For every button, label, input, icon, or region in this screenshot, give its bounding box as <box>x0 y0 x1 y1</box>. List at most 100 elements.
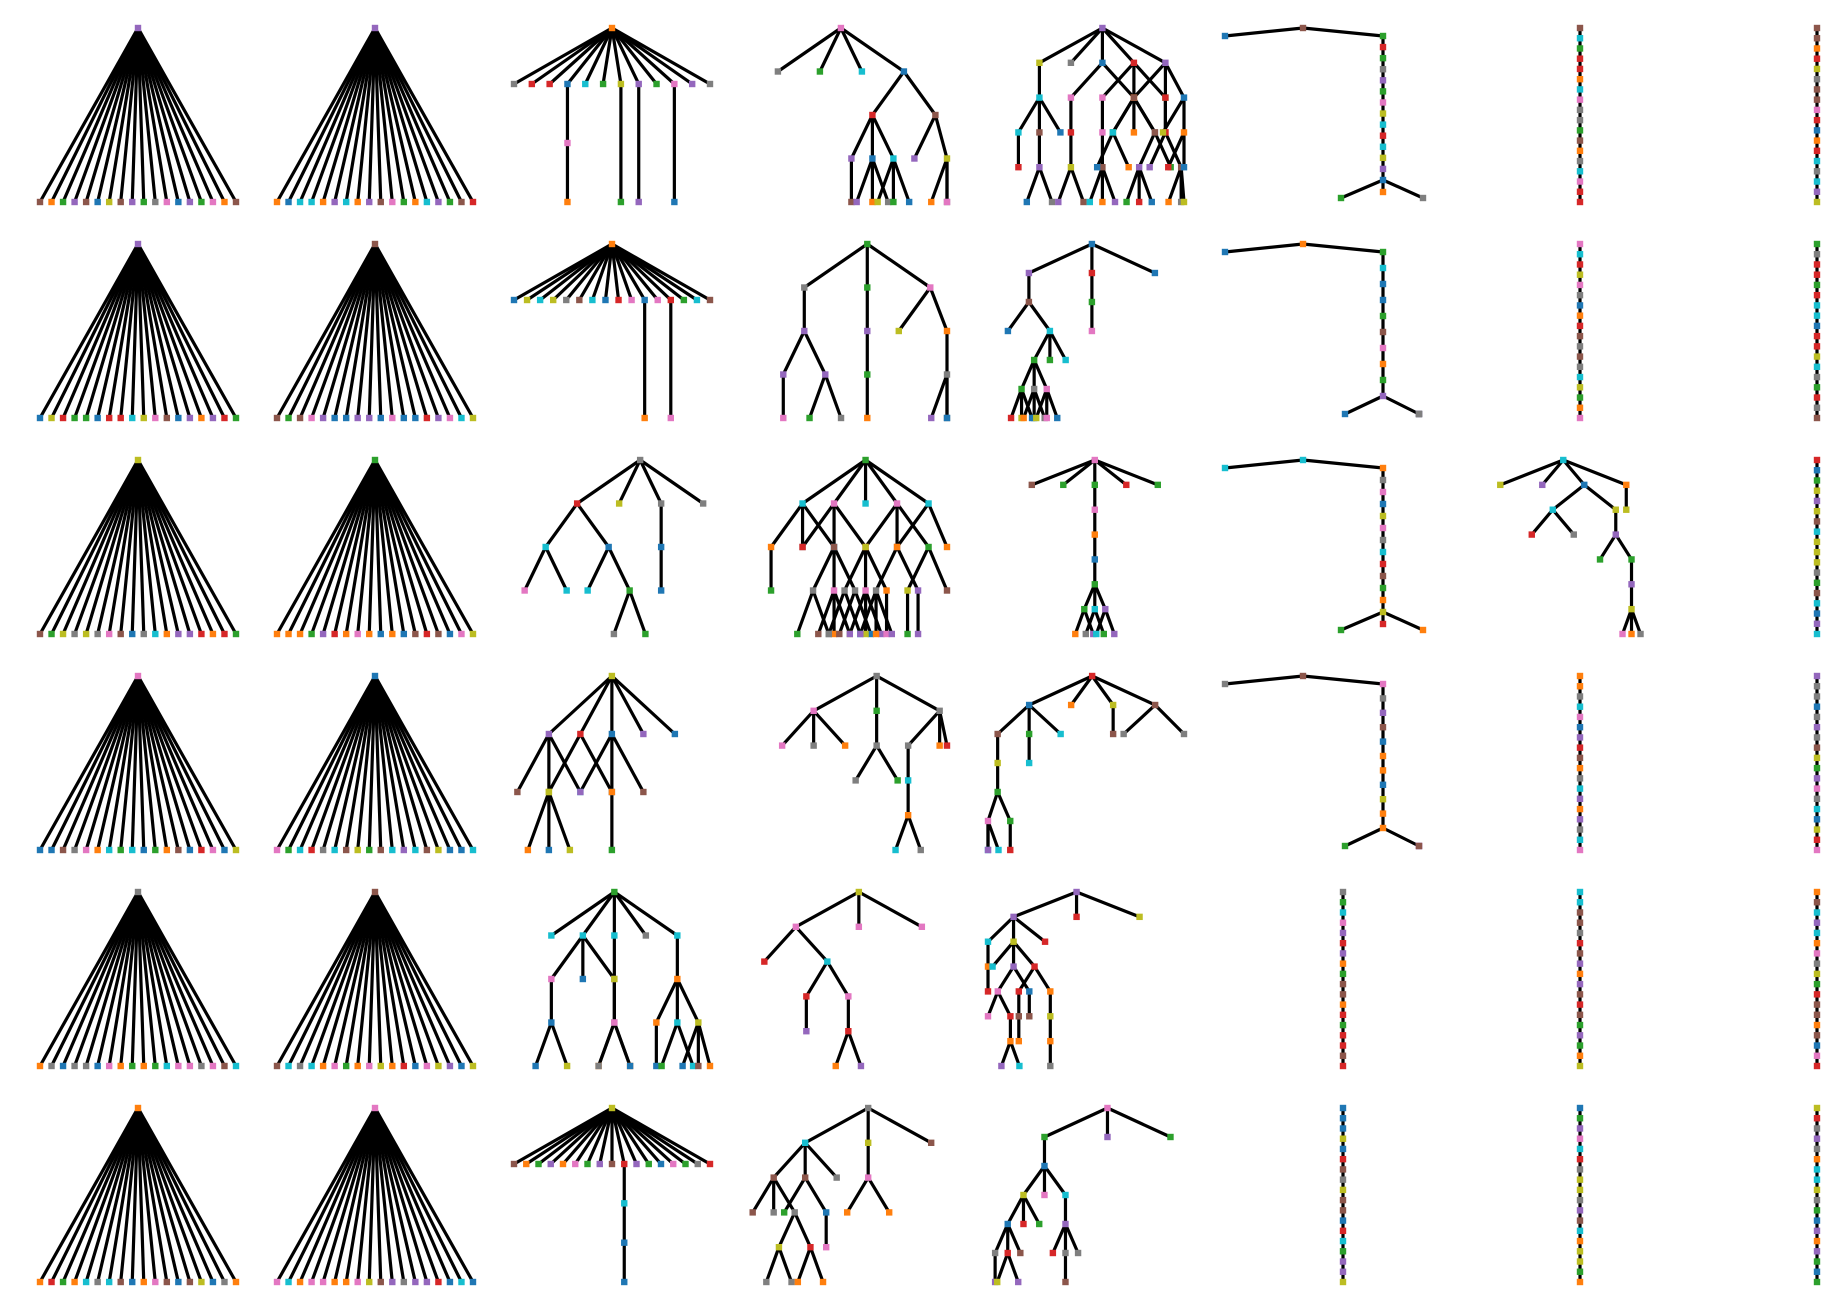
tree-edge <box>846 1030 863 1067</box>
tree-node <box>1596 556 1604 563</box>
tree-node <box>1576 1237 1584 1245</box>
tree-edge <box>136 675 215 851</box>
tree-node <box>1004 327 1012 335</box>
tree-edge <box>1154 703 1186 736</box>
tree-node <box>1123 198 1130 206</box>
tree-edge <box>675 1021 695 1067</box>
tree-node <box>1341 842 1349 850</box>
tree-edge <box>681 1021 700 1067</box>
tree-nodes <box>273 240 477 422</box>
tree-edge <box>1340 610 1384 632</box>
tree-node <box>198 1062 205 1070</box>
tree-node <box>1073 913 1080 921</box>
tree-node <box>822 1244 830 1251</box>
tree-node <box>1017 1249 1024 1257</box>
tree-node <box>799 500 806 507</box>
tree-node <box>836 630 843 638</box>
tree-node <box>984 988 992 995</box>
tree-node <box>794 630 801 638</box>
tree-node <box>1339 1278 1347 1286</box>
tree-edge <box>38 675 140 851</box>
tree-node <box>342 1062 350 1070</box>
tree-edge <box>1103 608 1116 635</box>
tree-node <box>1159 129 1167 136</box>
tree-node <box>273 1278 281 1286</box>
tree-edge <box>843 589 862 635</box>
tree-node <box>1339 1001 1347 1008</box>
tree-node <box>1151 269 1159 277</box>
tree-drawing <box>1576 1104 1584 1286</box>
tree-node <box>1379 188 1387 196</box>
tree-node <box>1576 394 1584 401</box>
tree-node <box>446 1278 454 1286</box>
tree-node <box>1379 143 1387 150</box>
tree-edge <box>136 891 226 1067</box>
tree-edge <box>310 27 377 203</box>
tree-node <box>943 155 951 162</box>
tree-edge <box>373 243 417 419</box>
tree-edge <box>1340 178 1384 200</box>
tree-node <box>366 846 373 854</box>
tree-edge <box>373 243 475 419</box>
tree-panel-r1c1 <box>36 24 240 206</box>
tree-node <box>1576 75 1584 83</box>
tree-node <box>1813 312 1821 319</box>
tree-panel-r1c6 <box>1221 24 1427 204</box>
tree-node <box>1036 1220 1043 1228</box>
tree-node <box>469 630 477 638</box>
tree-node <box>1379 572 1387 580</box>
tree-node <box>389 414 396 422</box>
tree-edges <box>1499 458 1643 635</box>
tree-edge <box>612 589 632 635</box>
tree-edge <box>1069 675 1094 706</box>
tree-edge <box>660 1021 679 1067</box>
tree-edge <box>136 891 215 1067</box>
tree-edge <box>986 915 1015 943</box>
tree-node <box>175 198 182 206</box>
tree-node <box>94 198 101 206</box>
tree-node <box>653 1019 660 1026</box>
tree-edge <box>769 502 804 548</box>
tree-edge <box>344 675 377 851</box>
tree-node <box>1813 322 1821 330</box>
tree-nodes <box>1576 672 1584 854</box>
tree-edge <box>1166 131 1186 168</box>
tree-panel-r6c8 <box>1697 1104 1829 1286</box>
tree-node <box>209 414 217 422</box>
tree-node <box>989 963 996 970</box>
tree-node <box>927 1139 935 1146</box>
tree-node <box>1379 512 1387 520</box>
tree-node <box>1339 1021 1347 1029</box>
tree-edge <box>1614 533 1633 561</box>
tree-node <box>163 1062 171 1070</box>
tree-node <box>469 414 477 422</box>
tree-nodes <box>273 24 477 206</box>
tree-node <box>1339 1042 1347 1049</box>
tree-node <box>547 1160 554 1168</box>
tree-node <box>1576 414 1584 422</box>
tree-edge <box>513 26 613 86</box>
tree-edges <box>986 674 1186 851</box>
tree-edge <box>136 1107 146 1283</box>
tree-edge <box>611 26 711 86</box>
tree-panel-r5c1 <box>36 888 240 1070</box>
tree-edge <box>864 458 930 505</box>
tree-node <box>1379 724 1387 731</box>
tree-edge <box>938 710 949 746</box>
tree-node <box>1136 913 1143 921</box>
tree-nodes <box>761 888 926 1070</box>
tree-node <box>1813 55 1821 62</box>
tree-node <box>1813 24 1821 32</box>
tree-edge <box>136 27 180 203</box>
tree-node <box>611 975 618 983</box>
tree-edge <box>136 675 192 851</box>
tree-edge <box>1025 166 1041 203</box>
tree-node <box>285 1062 292 1070</box>
tree-edge <box>1051 1223 1067 1254</box>
tree-node <box>134 672 142 680</box>
tree-node <box>1560 456 1567 464</box>
tree-edges <box>515 674 676 851</box>
tree-drawing <box>1813 672 1821 854</box>
tree-node <box>134 456 142 464</box>
